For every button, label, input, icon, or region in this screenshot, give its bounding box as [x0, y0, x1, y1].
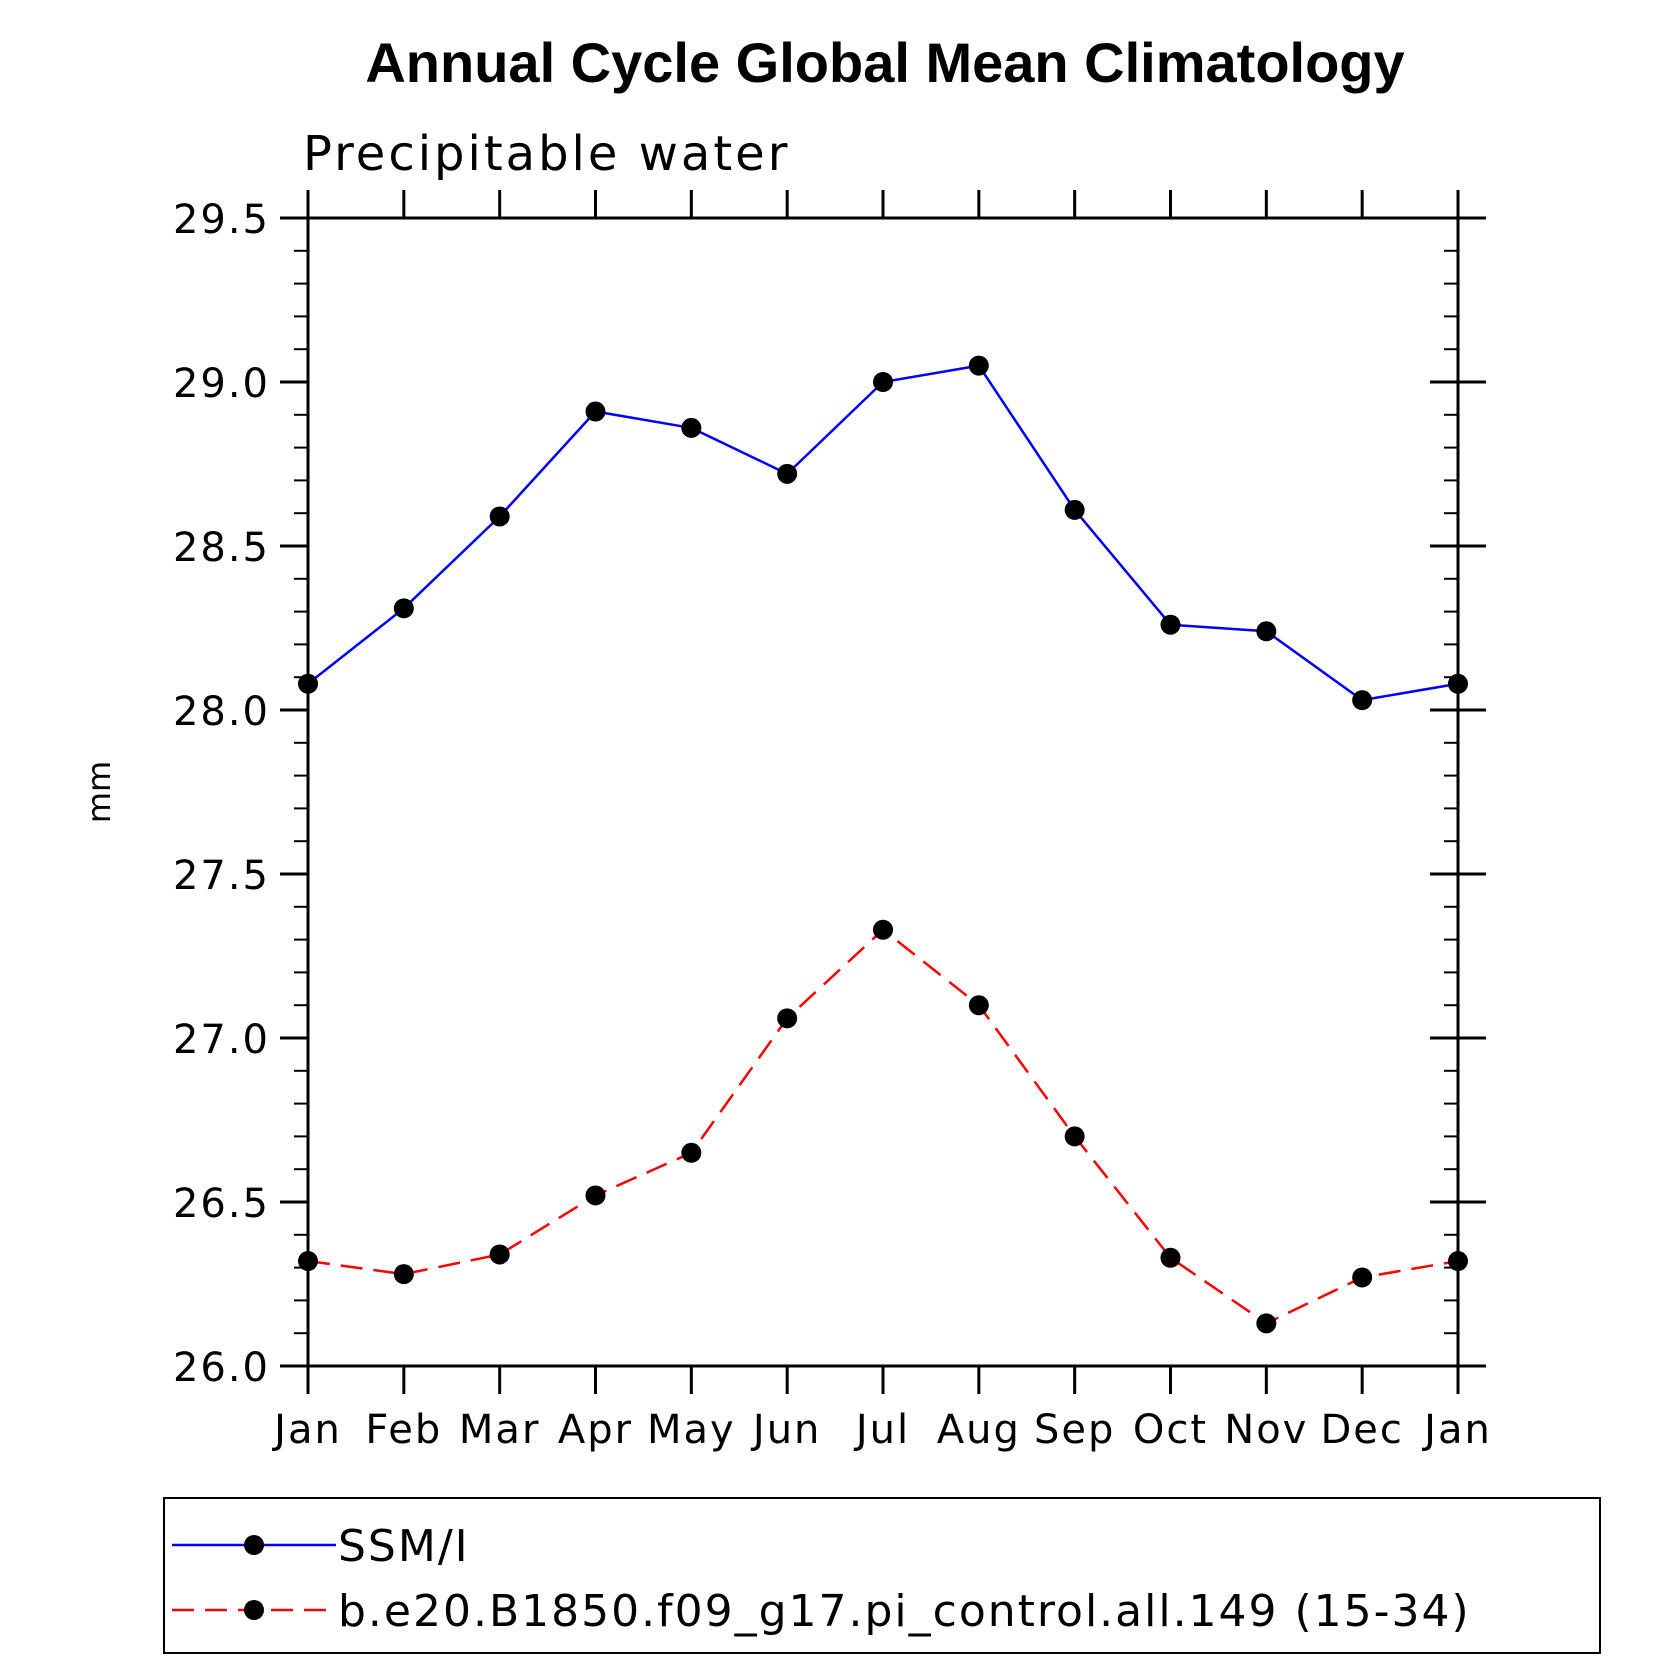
series-2-point [681, 1142, 702, 1163]
legend-marker-2 [244, 1600, 264, 1620]
y-tick-label: 27.0 [173, 1017, 270, 1063]
x-tick-label: Apr [558, 1407, 633, 1453]
series-2-point [585, 1185, 606, 1206]
series-2-point [873, 919, 893, 940]
series-layer [298, 355, 1468, 1334]
series-1-point [1256, 621, 1277, 642]
series-line-2 [307, 928, 1459, 1325]
series-1-point [873, 372, 893, 392]
x-tick-label: Jun [750, 1407, 822, 1453]
series-2-point [1352, 1267, 1373, 1288]
series-1-point [1160, 614, 1181, 635]
legend-box [163, 1497, 1601, 1654]
y-tick-label: 26.0 [173, 1345, 270, 1391]
x-tick-label: Sep [1034, 1407, 1115, 1453]
series-2-point [1160, 1247, 1181, 1268]
series-2-point [1256, 1313, 1277, 1334]
x-tick-label: Oct [1133, 1407, 1208, 1453]
x-tick-label: Nov [1224, 1407, 1308, 1453]
series-1-point [968, 355, 989, 376]
axis-ticks [280, 190, 1486, 1394]
series-2-point [489, 1244, 510, 1265]
chart-subtitle: Precipitable water [303, 126, 790, 182]
x-tick-label: Jan [271, 1407, 342, 1453]
legend-label-2: b.e20.B1850.f09_g17.pi_control.all.149 (… [338, 1586, 1471, 1637]
series-line-1 [307, 364, 1459, 702]
x-tick-label: May [647, 1407, 736, 1453]
x-tick-label: Mar [459, 1407, 540, 1453]
series-1-point [1352, 690, 1373, 711]
plot-frame [306, 216, 1460, 1368]
y-tick-label: 29.5 [173, 197, 270, 243]
y-tick-label: 28.5 [173, 525, 270, 571]
series-1-point [681, 417, 702, 438]
series-1-point [393, 598, 414, 619]
series-2-point [393, 1264, 414, 1285]
series-2-point [968, 995, 989, 1016]
x-tick-label: Dec [1320, 1407, 1403, 1453]
y-tick-label: 28.0 [173, 689, 270, 735]
series-2-point [777, 1008, 798, 1029]
x-tick-label: Jan [1421, 1407, 1492, 1453]
y-tick-label: 29.0 [173, 361, 270, 407]
legend-label-1: SSM/I [338, 1521, 470, 1572]
x-tick-label: Feb [365, 1407, 442, 1453]
legend: SSM/I b.e20.B1850.f09_g17.pi_control.all.… [163, 1497, 1601, 1654]
y-axis-label: mm [80, 761, 118, 823]
series-2-point [1064, 1126, 1085, 1147]
x-tick-label: Jul [853, 1407, 910, 1453]
x-tick-label: Aug [937, 1407, 1021, 1453]
chart-title: Annual Cycle Global Mean Climatology [365, 31, 1404, 94]
series-1-point [1064, 499, 1085, 520]
y-tick-labels: 26.0 26.5 27.0 27.5 28.0 28.5 29.0 29.5 [173, 197, 270, 1391]
series-1-point [585, 401, 606, 422]
legend-marker-1 [244, 1535, 264, 1555]
y-tick-label: 27.5 [173, 853, 270, 899]
series-1-point [489, 506, 510, 527]
y-tick-label: 26.5 [173, 1181, 270, 1227]
x-tick-labels: Jan Feb Mar Apr May Jun Jul Aug Sep Oct Nov Dec Jan [271, 1407, 1492, 1453]
series-1-point [777, 463, 798, 484]
